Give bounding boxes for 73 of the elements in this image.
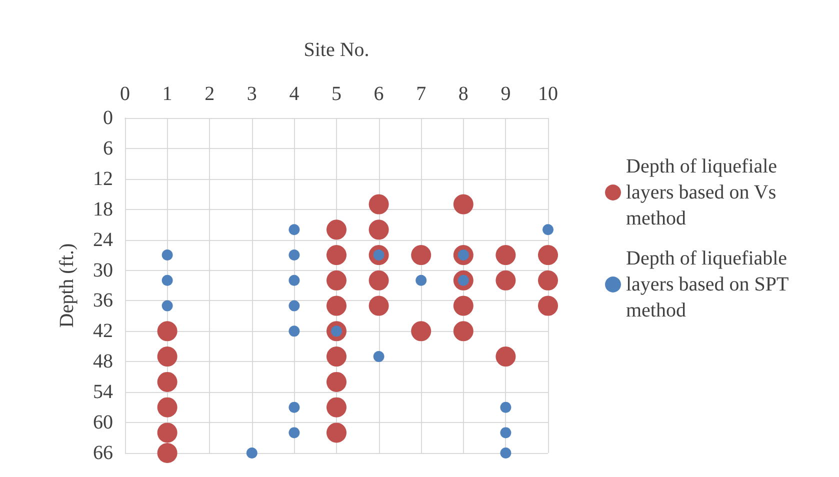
point <box>288 274 300 286</box>
point <box>496 245 516 266</box>
point <box>326 296 346 316</box>
point <box>157 397 178 418</box>
point <box>373 351 384 362</box>
point <box>500 427 512 438</box>
point <box>288 427 300 438</box>
point <box>368 270 389 290</box>
y-tick-label: 42 <box>93 320 113 342</box>
point <box>538 270 558 290</box>
x-tick-label: 3 <box>246 83 257 105</box>
point <box>326 346 346 367</box>
point <box>416 274 427 286</box>
point <box>288 402 300 413</box>
point <box>411 245 432 266</box>
point <box>288 300 300 312</box>
x-tick-label: 9 <box>500 83 511 105</box>
point <box>500 402 512 413</box>
point <box>326 245 346 266</box>
point <box>496 346 516 367</box>
point <box>162 250 173 261</box>
y-axis-title: Depth (ft.) <box>56 243 78 328</box>
x-tick-label: 7 <box>416 83 426 105</box>
point <box>157 422 178 443</box>
legend-label: Depth of liquefiale layers based on Vs method <box>626 156 782 230</box>
point <box>288 224 300 236</box>
point <box>538 245 558 266</box>
x-tick-label: 4 <box>289 83 300 105</box>
point <box>157 346 178 367</box>
point <box>162 274 173 286</box>
point <box>500 448 512 458</box>
point <box>368 220 389 240</box>
point <box>288 250 300 261</box>
point <box>157 372 178 392</box>
y-tick-label: 48 <box>93 350 113 373</box>
point <box>453 296 474 316</box>
x-tick-label: 2 <box>204 83 215 105</box>
x-tick-label: 10 <box>538 83 558 105</box>
y-tick-label: 6 <box>103 137 113 160</box>
point <box>326 397 346 418</box>
point <box>368 296 389 316</box>
y-tick-label: 24 <box>93 228 113 251</box>
x-tick-label: 0 <box>120 83 130 105</box>
point <box>288 326 300 337</box>
point <box>453 194 474 214</box>
point <box>326 422 346 443</box>
point <box>326 220 346 240</box>
y-tick-label: 54 <box>93 381 113 404</box>
point <box>538 296 558 316</box>
point <box>326 372 346 392</box>
point <box>542 224 554 236</box>
x-axis-title: Site No. <box>304 39 370 61</box>
y-tick-label: 0 <box>103 107 113 129</box>
legend-label: Depth of liquefiable layers based on SPT method <box>626 248 794 322</box>
point <box>157 321 178 342</box>
y-tick-label: 36 <box>93 290 113 312</box>
point <box>368 194 389 214</box>
y-tick-label: 66 <box>93 442 113 464</box>
point <box>246 448 258 458</box>
y-tick-label: 30 <box>93 259 113 282</box>
point <box>453 321 474 342</box>
y-tick-label: 12 <box>93 168 113 190</box>
x-tick-label: 8 <box>458 83 468 105</box>
point <box>326 270 346 290</box>
point <box>411 321 432 342</box>
y-tick-label: 18 <box>93 198 113 220</box>
x-tick-label: 1 <box>162 83 172 105</box>
y-tick-label: 60 <box>93 412 113 434</box>
x-tick-label: 6 <box>374 83 384 105</box>
point <box>157 443 178 463</box>
point <box>162 300 173 312</box>
x-tick-label: 5 <box>332 83 342 105</box>
point <box>496 270 516 290</box>
